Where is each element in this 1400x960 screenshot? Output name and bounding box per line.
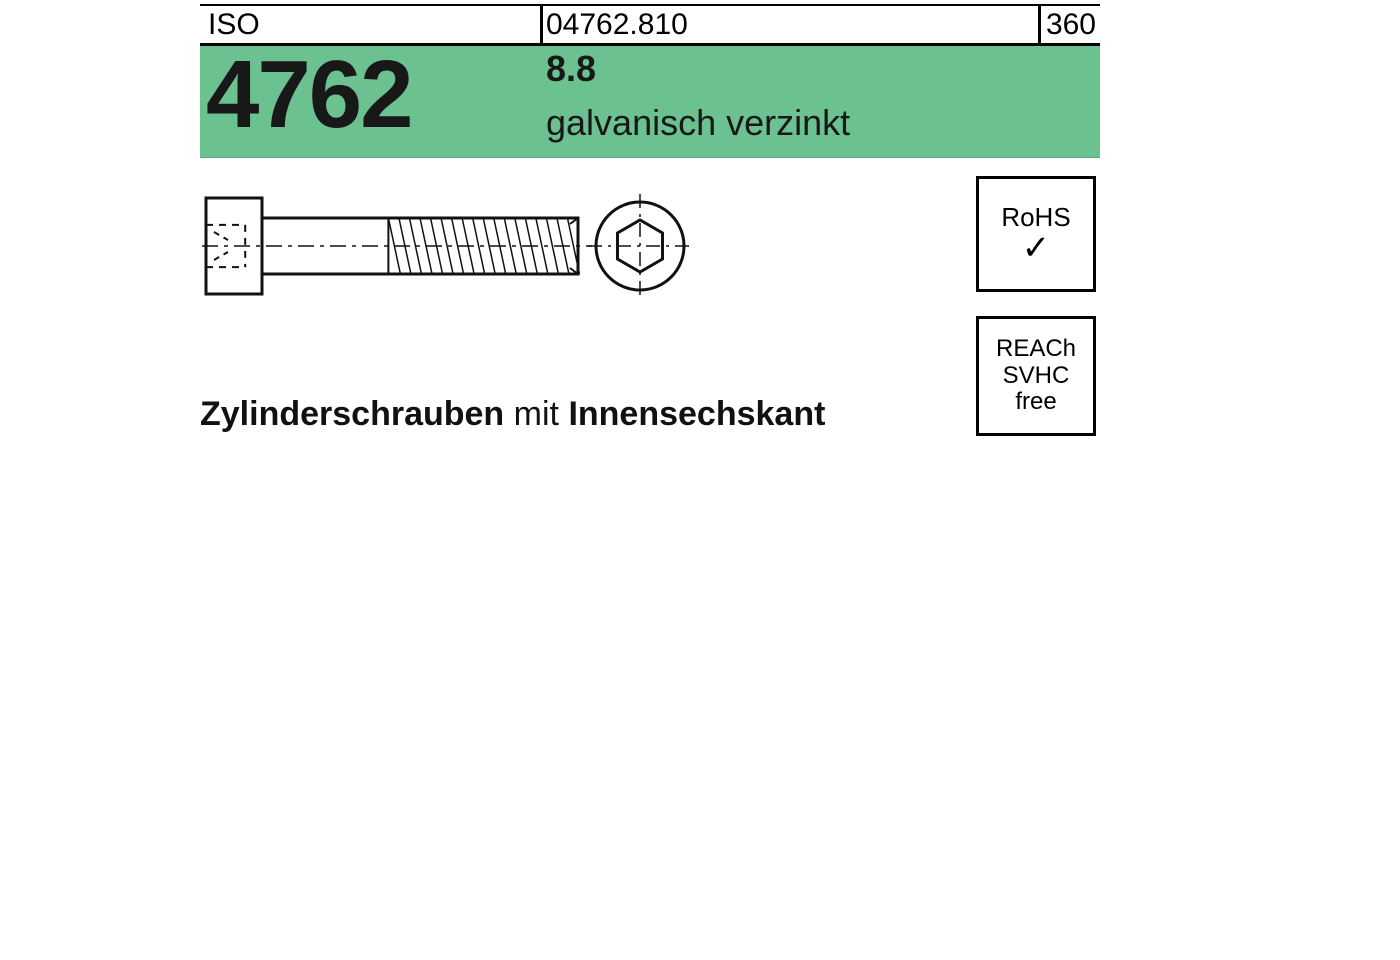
- desc-main: Zylinderschrauben: [200, 395, 504, 433]
- iso-number: 4762: [206, 40, 412, 150]
- product-code: 04762.810: [546, 8, 688, 42]
- header-divider: [540, 6, 543, 43]
- product-description: Zylinderschrauben mit Innensechskant: [200, 395, 825, 434]
- desc-sub: Innensechskant: [568, 395, 825, 433]
- screw-drawing-icon: [200, 182, 700, 322]
- pack-quantity: 360: [1046, 8, 1096, 42]
- desc-mit: mit: [514, 395, 559, 433]
- header-divider: [1038, 6, 1041, 43]
- rohs-label: RoHS: [1001, 203, 1070, 232]
- drawing-area: RoHS ✓ REACh SVHC free Zylinderschrauben…: [200, 158, 1100, 448]
- rohs-badge: RoHS ✓: [976, 176, 1096, 292]
- reach-line3: free: [1015, 389, 1056, 415]
- spec-banner: 4762 8.8 galvanisch verzinkt: [200, 46, 1100, 158]
- reach-line2: SVHC: [1003, 363, 1070, 389]
- surface-finish: galvanisch verzinkt: [546, 102, 850, 144]
- check-icon: ✓: [1022, 231, 1051, 265]
- strength-grade: 8.8: [546, 48, 596, 90]
- iso-label: ISO: [208, 8, 260, 42]
- reach-badge: REACh SVHC free: [976, 316, 1096, 436]
- reach-line1: REACh: [996, 336, 1076, 362]
